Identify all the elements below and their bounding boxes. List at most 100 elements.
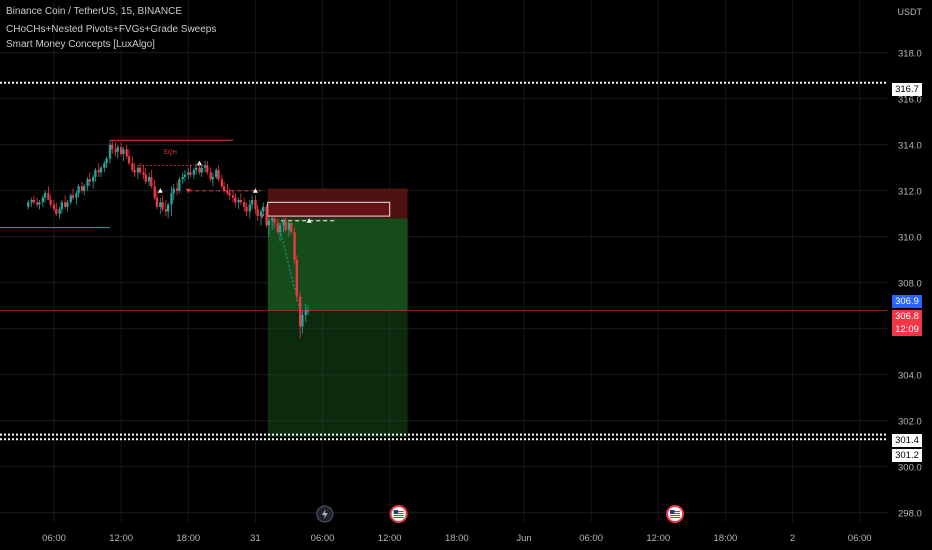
candle-body xyxy=(159,202,162,207)
candle-body xyxy=(30,200,33,203)
time-axis[interactable]: 06:00 12:00 18:00 31 06:00 12:00 18:00 Jun 06:00… xyxy=(42,533,871,544)
structure-down-marker xyxy=(185,188,191,194)
price-tick-label: 298.0 xyxy=(898,508,922,519)
symbol-title[interactable]: Binance Coin / TetherUS, 15, BINANCE xyxy=(6,6,183,17)
price-tag-upper: 316.7 xyxy=(892,83,922,96)
candle-body xyxy=(153,186,156,198)
time-tick-label: 18:00 xyxy=(176,533,200,544)
candle-body xyxy=(278,225,282,233)
structure-up-marker xyxy=(252,188,258,193)
candle-body xyxy=(69,195,72,203)
structure-overlay: EQH xyxy=(0,139,391,320)
currency-unit[interactable]: USDT xyxy=(897,7,923,17)
event-markers[interactable] xyxy=(316,505,685,523)
candle-body xyxy=(231,195,235,198)
lightning-icon[interactable] xyxy=(316,505,334,523)
candle-body xyxy=(166,204,170,212)
candle-body xyxy=(200,167,203,173)
candle-body xyxy=(49,200,52,205)
candle-body xyxy=(60,202,63,210)
candle-body xyxy=(116,147,119,152)
candle-body xyxy=(293,232,296,260)
candle-body xyxy=(66,202,69,207)
candle-body xyxy=(43,193,47,198)
candle-body xyxy=(181,177,184,180)
candle-body xyxy=(239,200,243,203)
candle-body xyxy=(282,220,285,226)
price-tick-label: 318.0 xyxy=(898,48,922,59)
candles xyxy=(27,140,310,338)
us-flag-icon[interactable] xyxy=(389,505,408,523)
candle-body xyxy=(299,296,302,327)
grid-lines xyxy=(0,0,888,522)
time-tick-label: 2 xyxy=(790,533,795,544)
candle-body xyxy=(243,202,246,207)
candle-body xyxy=(248,204,251,212)
time-tick-label: Jun xyxy=(516,533,531,544)
candle-body xyxy=(58,209,61,214)
candle-body xyxy=(217,170,220,180)
candle-body xyxy=(203,165,207,168)
candle-body xyxy=(75,193,78,198)
candle-body xyxy=(99,167,103,173)
structure-up-marker xyxy=(196,160,202,166)
candle-body xyxy=(304,310,307,315)
candle-body xyxy=(234,197,237,203)
candle-body xyxy=(306,310,310,312)
candle-body xyxy=(198,167,201,173)
candle-body xyxy=(287,223,291,230)
price-tick-label: 316.0 xyxy=(898,94,922,105)
candle-body xyxy=(36,202,39,205)
candle-body xyxy=(228,193,231,196)
candle-body xyxy=(41,197,44,203)
candle-body xyxy=(80,186,84,191)
candle-body xyxy=(295,259,298,297)
candle-body xyxy=(290,223,293,233)
indicator-label-2[interactable]: Smart Money Concepts [LuxAlgo] xyxy=(6,39,155,50)
candle-body xyxy=(259,211,263,217)
candle-body xyxy=(108,144,112,159)
candle-body xyxy=(38,202,41,205)
candle-body xyxy=(144,174,147,182)
candle-body xyxy=(86,179,89,187)
time-tick-label: 12:00 xyxy=(646,533,670,544)
candle-body xyxy=(64,202,67,207)
price-tag-lower-1: 301.4 xyxy=(892,434,922,447)
candle-body xyxy=(178,179,181,191)
candle-body xyxy=(187,172,190,175)
indicator-label-1[interactable]: CHoCHs+Nested Pivots+FVGs+Grade Sweeps xyxy=(6,24,217,35)
time-tick-label: 06:00 xyxy=(42,533,66,544)
price-tick-label: 304.0 xyxy=(898,370,922,381)
candle-body xyxy=(226,190,229,194)
candle-body xyxy=(147,177,151,182)
candle-body xyxy=(92,177,95,182)
price-tag-lower-2: 301.2 xyxy=(892,449,922,462)
candle-body xyxy=(250,200,254,205)
candle-body xyxy=(133,170,136,173)
price-tag-bid: 306.9 xyxy=(892,295,922,308)
candle-body xyxy=(276,223,279,233)
candle-body xyxy=(209,172,212,180)
price-tag-countdown: 12:09 xyxy=(892,323,922,336)
candle-body xyxy=(88,179,91,182)
candle-body xyxy=(161,202,164,210)
order-block-box xyxy=(267,201,391,217)
candle-body xyxy=(215,170,218,177)
candle-body xyxy=(131,163,134,171)
time-tick-label: 06:00 xyxy=(579,533,603,544)
candle-body xyxy=(273,218,276,223)
price-levels xyxy=(0,81,888,441)
candle-body xyxy=(192,170,196,175)
price-tick-label: 308.0 xyxy=(898,278,922,289)
candle-body xyxy=(119,147,123,154)
price-tick-label: 310.0 xyxy=(898,232,922,243)
time-tick-label: 06:00 xyxy=(848,533,872,544)
us-flag-icon[interactable] xyxy=(666,505,685,523)
candle-body xyxy=(52,204,56,210)
candle-body xyxy=(206,165,209,173)
candle-body xyxy=(114,149,117,152)
candle-body xyxy=(142,172,145,175)
candle-body xyxy=(237,200,240,203)
candle-body xyxy=(211,177,215,180)
